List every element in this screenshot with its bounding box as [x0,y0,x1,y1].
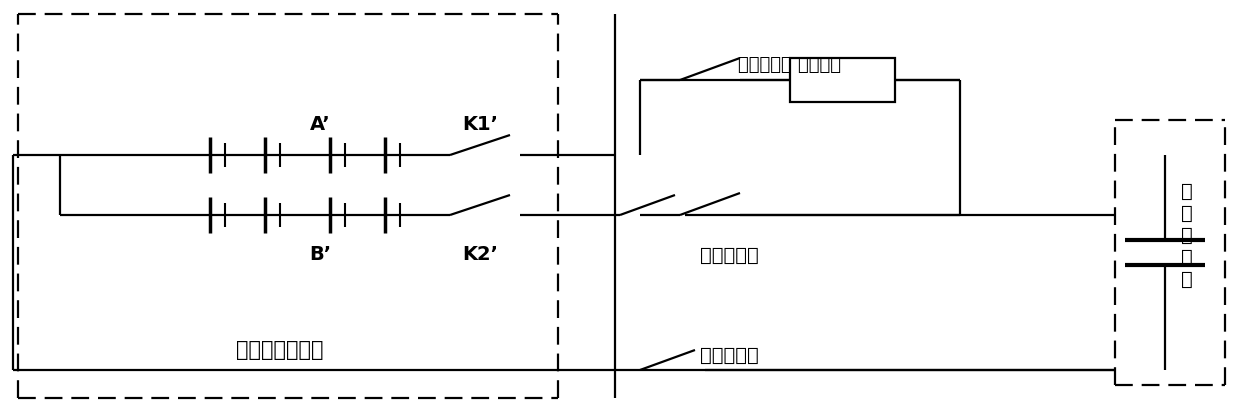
Text: K2’: K2’ [462,246,498,264]
Text: 负极继电器: 负极继电器 [700,346,758,364]
Text: A’: A’ [310,115,331,134]
Text: K1’: K1’ [462,115,498,134]
Text: 预充继电器 预充电组: 预充继电器 预充电组 [738,56,841,74]
Text: 电
机
控
制
器: 电 机 控 制 器 [1181,181,1192,288]
Text: 正极继电器: 正极继电器 [700,246,758,264]
Bar [790,58,895,102]
Text: B’: B’ [309,246,331,264]
Text: 电动车动力电池: 电动车动力电池 [237,340,323,360]
